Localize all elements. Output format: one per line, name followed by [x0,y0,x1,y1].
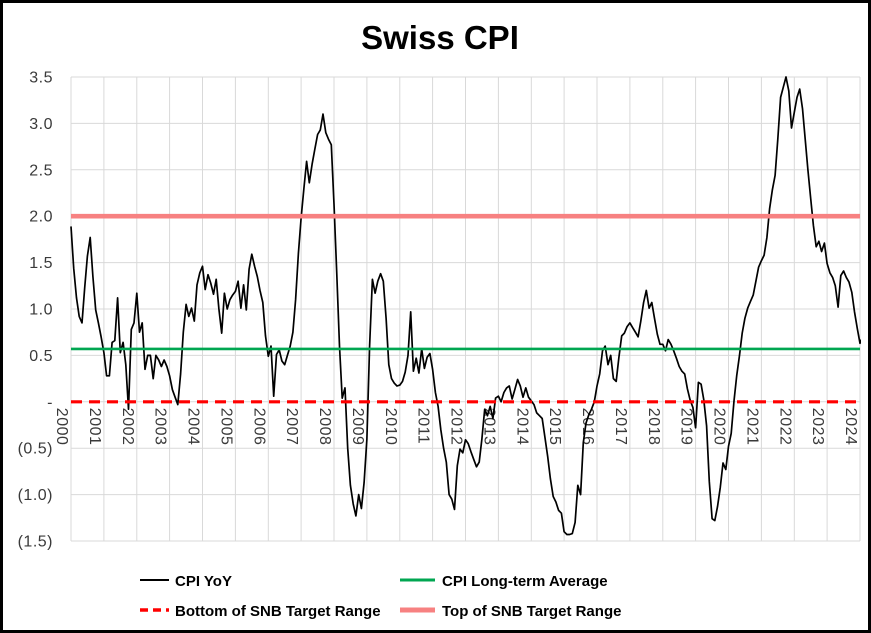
x-tick-label: 2003 [152,408,169,446]
x-tick-label: 2019 [678,408,695,446]
x-tick-label: 2024 [842,408,859,446]
legend-label-long-term-average: CPI Long-term Average [442,573,608,590]
x-tick-label: 2006 [250,408,267,446]
y-tick-label: 3.5 [29,70,53,87]
x-tick-label: 2023 [809,408,826,446]
swiss-cpi-chart: Swiss CPI 3.5 3.0 2.5 2.0 1.5 1.0 0.5 - (0.5) (1.… [18,19,861,620]
y-tick-label: 0.5 [29,348,53,365]
x-tick-label: 2022 [776,408,793,446]
x-tick-label: 2008 [316,408,333,446]
y-tick-label: - [47,394,53,411]
legend-label-bottom-target: Bottom of SNB Target Range [175,603,381,620]
y-tick-label: (1.5) [18,534,53,551]
legend-label-cpi-yoy: CPI YoY [175,573,232,590]
y-tick-label: 2.5 [29,162,53,179]
x-tick-label: 2020 [711,408,728,446]
y-axis-tick-labels: 3.5 3.0 2.5 2.0 1.5 1.0 0.5 - (0.5) (1.0) (1.5) [18,70,53,551]
x-tick-label: 2000 [53,408,70,446]
y-tick-label: (1.0) [18,487,53,504]
x-tick-label: 2016 [579,408,596,446]
x-tick-label: 2005 [217,408,234,446]
x-tick-label: 2018 [645,408,662,446]
x-tick-label: 2007 [283,408,300,446]
y-tick-label: 1.5 [29,255,53,272]
y-tick-label: (0.5) [18,441,53,458]
y-tick-label: 2.0 [29,209,53,226]
y-tick-label: 1.0 [29,302,53,319]
x-tick-label: 2002 [119,408,136,446]
legend: CPI YoY CPI Long-term Average Bottom of … [140,573,621,620]
cpi-yoy-line [70,76,861,536]
x-tick-label: 2001 [86,408,103,446]
x-tick-label: 2009 [349,408,366,446]
x-tick-label: 2004 [185,408,202,446]
x-tick-label: 2021 [743,408,760,446]
x-axis-tick-labels: 2000 2001 2002 2003 2004 2005 2006 2007 2008 2009… [53,408,859,446]
x-tick-label: 2015 [546,408,563,446]
x-tick-label: 2017 [612,408,629,446]
x-tick-label: 2012 [448,408,465,446]
x-tick-label: 2010 [382,408,399,446]
chart-title: Swiss CPI [361,19,519,56]
plot-series [70,76,861,536]
gridlines [70,76,861,542]
x-tick-label: 2014 [513,408,530,446]
y-tick-label: 3.0 [29,116,53,133]
x-tick-label: 2011 [415,408,432,444]
legend-label-top-target: Top of SNB Target Range [442,603,621,620]
